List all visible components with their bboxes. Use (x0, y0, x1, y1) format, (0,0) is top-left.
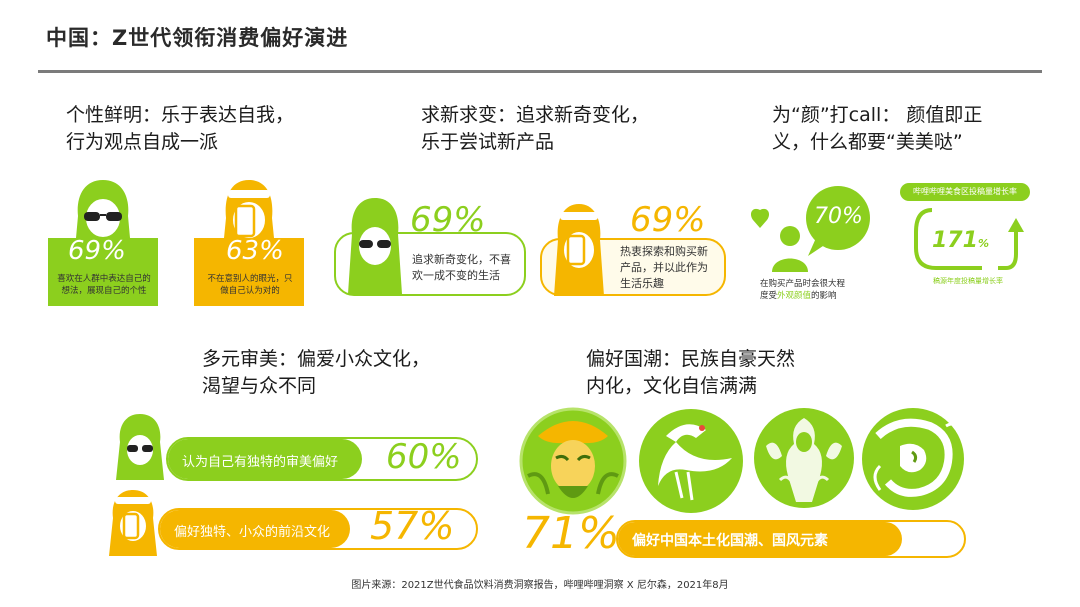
aesthetics-bar2-label: 偏好独特、小众的前沿文化 (174, 525, 331, 540)
novelty-heading: 求新求变：追求新奇变化， 乐于尝试新产品 (421, 102, 649, 156)
aesthetics-heading: 多元审美：偏爱小众文化， 渴望与众不同 (202, 346, 430, 400)
aesthetics-bar2-fill (160, 510, 350, 548)
novelty-heading-line1: 求新求变：追求新奇变化， (421, 104, 650, 126)
novelty-stat2-desc: 热衷探索和购买新 产品，并以此作为 生活乐趣 (620, 244, 708, 292)
aesthetics-bar1-label: 认为自己有独特的审美偏好 (182, 455, 339, 470)
growth-note: 稿源年度投稿量增长率 (933, 277, 1003, 285)
aesthetics-bar2-value: 57% (370, 504, 455, 548)
growth-badge (914, 208, 1024, 270)
source-footer: 图片来源：2021Z世代食品饮料消费洞察报告，哔哩哔哩洞察 X 尼尔森，2021… (351, 580, 729, 591)
appearance-stat1-desc: 在购买产品时会很大程 度受外观颜值的影响 (760, 278, 845, 302)
appearance-stat1-desc-line2: 度受外观颜值的影响 (760, 290, 845, 302)
persona-selfie-icon (109, 490, 157, 556)
novelty-stat1-value: 69% (410, 200, 486, 240)
novelty-stat2-desc-line2: 产品，并以此作为 (620, 261, 708, 274)
appearance-stat1-value: 70% (814, 204, 863, 229)
desc-text: 的影响 (811, 291, 837, 301)
growth-unit: % (977, 237, 989, 250)
individuality-stat1-desc-line2: 想法，展现自己的个性 (61, 286, 147, 296)
guochao-bar-track (616, 520, 966, 558)
persona-sunglasses-icon (48, 180, 158, 306)
person-speech-bubble-icon (750, 186, 870, 272)
appearance-heading-line1: 为“颜”打call： 颜值即正 (772, 104, 983, 126)
individuality-heading-line2: 行为观点自成一派 (66, 131, 219, 153)
aesthetics-bar1-fill (168, 439, 363, 479)
individuality-stat2-desc-line2: 做自己认为对的 (220, 286, 280, 296)
individuality-heading: 个性鲜明：乐于表达自我， 行为观点自成一派 (66, 102, 294, 156)
persona-selfie-icon (554, 204, 604, 296)
guochao-bar-fill (618, 522, 902, 556)
novelty-stat1-desc: 追求新奇变化，不喜 欢一成不变的生活 (412, 252, 511, 284)
guochao-value: 71% (522, 508, 620, 559)
aesthetics-heading-line1: 多元审美：偏爱小众文化， (202, 348, 431, 370)
page-title: 中国：Z世代领衔消费偏好演进 (46, 26, 349, 50)
dragon-illustration (862, 408, 964, 510)
novelty-stat1-desc-line2: 欢一成不变的生活 (412, 269, 500, 282)
novelty-stat2-desc-line1: 热衷探索和购买新 (620, 245, 708, 258)
aesthetics-bar1-track (166, 437, 478, 481)
individuality-stat1-desc-line1: 喜欢在人群中表达自己的 (57, 274, 151, 284)
guochao-heading-line2: 内化，文化自信满满 (586, 375, 758, 397)
guochao-heading-line1: 偏好国潮：民族自豪天然 (586, 348, 796, 370)
guochao-heading: 偏好国潮：民族自豪天然 内化，文化自信满满 (586, 346, 795, 400)
aesthetics-bar2-track (158, 508, 478, 550)
novelty-stat2-desc-line3: 生活乐趣 (620, 277, 664, 290)
aesthetics-bar1-value: 60% (386, 437, 462, 477)
individuality-stat2-value: 63% (226, 236, 284, 266)
desc-highlight: 外观颜值 (777, 291, 812, 301)
guochao-bar-label: 偏好中国本土化国潮、国风元素 (632, 533, 828, 549)
individuality-stat2-desc-line1: 不在意别人的眼光，只 (207, 274, 293, 284)
heart-icon (750, 208, 770, 228)
growth-header-bar (900, 183, 1030, 201)
appearance-heading: 为“颜”打call： 颜值即正 义，什么都要“美美哒” (772, 102, 982, 156)
growth-value: 171% (932, 228, 989, 253)
aesthetics-heading-line2: 渴望与众不同 (202, 375, 317, 397)
individuality-stat1-value: 69% (68, 236, 126, 266)
up-arrow-icon (1008, 218, 1024, 232)
novelty-stat1-desc-line1: 追求新奇变化，不喜 (412, 253, 511, 266)
opera-mask-illustration (519, 407, 627, 515)
growth-number: 171 (932, 228, 978, 253)
crane-illustration (639, 409, 743, 513)
individuality-stat2-desc: 不在意别人的眼光，只 做自己认为对的 (200, 273, 300, 297)
desc-text: 度受 (760, 291, 778, 301)
growth-header-text: 哔哩哔哩美食区投稿量增长率 (913, 187, 1017, 196)
novelty-stat2-value: 69% (630, 200, 706, 240)
guanyin-illustration (754, 408, 854, 508)
appearance-heading-line2: 义，什么都要“美美哒” (772, 131, 963, 153)
individuality-heading-line1: 个性鲜明：乐于表达自我， (66, 104, 295, 126)
title-divider (38, 70, 1042, 73)
appearance-stat1-desc-line1: 在购买产品时会很大程 (760, 279, 846, 289)
persona-sunglasses-icon (348, 198, 402, 294)
novelty-heading-line2: 乐于尝试新产品 (421, 131, 555, 153)
persona-sunglasses-icon (116, 414, 164, 480)
persona-selfie-icon (194, 180, 304, 306)
individuality-stat1-desc: 喜欢在人群中表达自己的 想法，展现自己的个性 (52, 273, 156, 297)
